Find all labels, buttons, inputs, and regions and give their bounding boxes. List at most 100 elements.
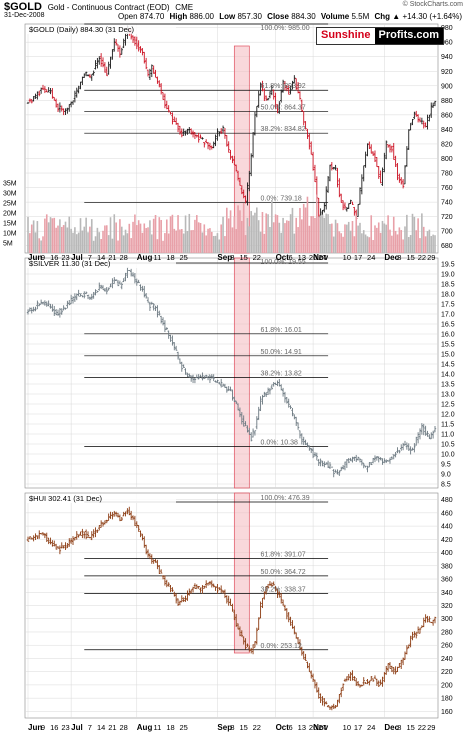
volume-bar [74, 227, 76, 253]
silver-price-bar [188, 373, 191, 378]
silver-price-bar [178, 358, 182, 364]
hui-price-bar [388, 662, 392, 669]
silver-price-bar [259, 396, 262, 412]
volume-bar [51, 218, 54, 253]
silver-price-bar [148, 301, 152, 311]
silver-price-bar [176, 351, 180, 360]
gold-price-bar [94, 60, 97, 70]
volume-bar [122, 235, 125, 253]
hui-price-bar [233, 609, 236, 621]
hui-price-bar [340, 687, 343, 698]
hui-price-bar [214, 586, 217, 591]
gold-price-bar [176, 122, 180, 133]
hui-price-bar [30, 537, 33, 540]
volume-bar [226, 207, 228, 253]
silver-price-bar [92, 291, 95, 299]
hui-price-bar [71, 536, 75, 546]
silver-price-bar [64, 307, 67, 310]
volume-bar [132, 221, 134, 253]
volume-ytick: 5M [3, 241, 13, 248]
silver-ytick: 9.0 [441, 472, 451, 479]
silver-price-bar [219, 378, 223, 388]
volume-bar [252, 215, 254, 253]
volume-bar [115, 222, 117, 253]
hui-price-bar [401, 657, 405, 666]
gold-price-bar [304, 121, 307, 130]
volume-bar [237, 205, 239, 253]
gold-price-bar [396, 163, 399, 181]
silver-price-bar [306, 442, 309, 448]
gold-price-bar [135, 36, 138, 50]
gold-price-bar [113, 38, 116, 52]
hui-price-bar [332, 703, 335, 709]
gold-price-bar [158, 80, 161, 88]
volume-bar [171, 214, 174, 253]
volume-bar [229, 210, 232, 253]
gold-price-bar [330, 162, 334, 171]
hui-price-bar [360, 684, 364, 687]
hui-price-bar [289, 616, 292, 626]
silver-price-bar [231, 389, 234, 401]
silver-price-bar [390, 456, 394, 460]
volume-bar [167, 233, 170, 253]
hui-price-bar [347, 673, 350, 681]
gold-price-bar [306, 128, 309, 140]
hui-price-bar [293, 625, 296, 635]
hui-price-bar [197, 586, 200, 589]
volume-bar [194, 219, 196, 253]
volume-bar [432, 234, 434, 253]
silver-price-bar [28, 307, 32, 312]
hui-price-bar [225, 595, 229, 604]
volume-bar [87, 232, 89, 253]
gold-price-bar [236, 170, 240, 181]
gold-ytick: 780 [441, 171, 453, 178]
gold-price-bar [383, 152, 386, 173]
gold-price-bar [255, 105, 259, 118]
gold-price-bar [338, 178, 341, 198]
volume-bar [256, 207, 258, 253]
volume-bar [165, 219, 168, 253]
volume-ytick: 35M [3, 181, 17, 188]
volume-bar [169, 216, 172, 253]
hui-price-bar [219, 585, 223, 593]
hui-price-bar [129, 510, 133, 520]
silver-price-bar [120, 282, 123, 290]
fib-level-label: 0.0%: 10.38 [261, 439, 298, 446]
volume-bar [302, 203, 305, 253]
gold-price-bar [295, 78, 298, 91]
silver-price-bar [426, 430, 429, 437]
volume-bar [227, 218, 230, 253]
volume-bar [130, 238, 132, 253]
close-value: 884.30 [291, 12, 316, 21]
silver-price-bar [47, 300, 50, 307]
silver-price-bar [343, 461, 347, 471]
gold-price-bar [225, 135, 229, 147]
volume-bar [216, 233, 219, 253]
gold-price-bar [310, 141, 313, 155]
gold-price-bar [231, 155, 234, 164]
hui-price-bar [66, 543, 69, 549]
gold-price-bar [171, 112, 174, 125]
volume-bar [344, 224, 346, 253]
gold-price-bar [422, 120, 425, 129]
gold-price-bar [351, 201, 354, 205]
x-day-label: 21 [108, 253, 116, 262]
silver-price-bar [98, 282, 101, 291]
gold-price-bar [370, 144, 373, 154]
gold-price-bar [131, 35, 135, 43]
silver-price-bar [144, 293, 148, 299]
silver-price-bar [249, 432, 253, 442]
hui-price-bar [148, 553, 152, 560]
volume-bar [117, 240, 119, 253]
gold-price-bar [152, 65, 155, 74]
chg-label: Chg [374, 12, 391, 21]
volume-bar [102, 230, 104, 253]
volume-bar [342, 236, 344, 253]
gold-price-bar [377, 165, 380, 179]
gold-price-bar [143, 51, 146, 64]
hui-price-bar [133, 515, 137, 527]
silver-price-bar [313, 452, 317, 457]
volume-bar [149, 220, 151, 253]
gold-price-bar [103, 62, 107, 73]
hui-ytick: 160 [441, 709, 453, 716]
